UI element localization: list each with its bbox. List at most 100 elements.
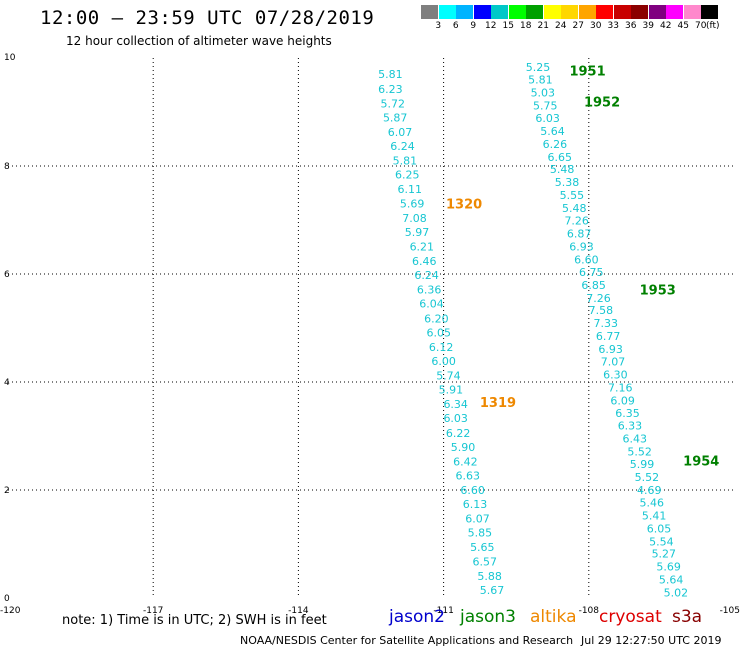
wave-height-label: 5.64: [540, 125, 565, 138]
wave-height-label: 5.91: [439, 384, 464, 397]
wave-height-label: 6.85: [581, 279, 606, 292]
color-swatch: [438, 5, 456, 19]
color-legend-label: 3: [435, 21, 442, 31]
wave-height-label: 6.33: [618, 420, 643, 433]
wave-height-label: 5.48: [550, 163, 575, 176]
wave-height-label: 6.21: [410, 240, 435, 253]
wave-height-label: 5.67: [480, 584, 505, 597]
axis-ticks: -120 -117 -114 -111 -108 -105 0 2 4 6 8 10: [0, 53, 740, 616]
color-swatch: [648, 5, 666, 19]
y-tick-label: 0: [4, 594, 10, 604]
wave-height-label: 6.43: [623, 433, 648, 446]
wave-height-label: 5.87: [383, 111, 408, 124]
wave-height-label: 5.97: [405, 226, 430, 239]
wave-height-label: 7.26: [564, 215, 589, 228]
wave-height-label: 6.93: [598, 343, 623, 356]
wave-height-label: 5.65: [470, 541, 495, 554]
color-legend-label: 42: [660, 21, 672, 31]
mission-label-cryosat: cryosat: [599, 607, 662, 627]
wave-height-label: 6.07: [465, 513, 490, 526]
wave-height-label: 5.72: [381, 97, 406, 110]
mission-label-altika: altika: [530, 607, 577, 627]
wave-height-label: 6.04: [419, 298, 444, 311]
wave-height-label: 6.09: [610, 394, 635, 407]
color-legend-label: 21: [537, 21, 549, 31]
color-legend-label: 45: [677, 21, 689, 31]
wave-height-label: 6.36: [417, 284, 442, 297]
wave-height-points: 5.816.235.725.876.076.245.816.256.115.69…: [378, 61, 688, 599]
pass-time-label: 1953: [640, 284, 676, 299]
color-legend-label: 12: [485, 21, 497, 31]
wave-height-label: 5.90: [451, 441, 476, 454]
wave-height-label: 6.13: [463, 498, 488, 511]
color-swatch: [456, 5, 473, 19]
color-swatch: [578, 5, 596, 19]
pass-time-label: 1954: [683, 454, 719, 469]
color-legend-label: 24: [555, 21, 567, 31]
wave-height-label: 6.77: [596, 330, 621, 343]
wave-height-label: 6.03: [535, 112, 560, 125]
x-tick-label: -108: [579, 606, 600, 616]
wave-height-label: 4.69: [637, 484, 662, 497]
map-grid: [8, 58, 734, 598]
wave-height-label: 6.75: [579, 266, 604, 279]
color-legend-label: 30: [590, 21, 602, 31]
wave-height-label: 6.30: [603, 368, 628, 381]
color-legend-label: 39: [642, 21, 654, 31]
wave-height-label: 5.64: [659, 574, 684, 587]
wave-height-label: 7.16: [608, 381, 633, 394]
wave-height-label: 6.60: [574, 253, 599, 266]
wave-height-label: 5.52: [627, 446, 652, 459]
color-legend-label: 27: [572, 21, 584, 31]
color-legend-label: 9: [470, 21, 477, 31]
wave-height-label: 6.05: [427, 326, 452, 339]
color-legend-label: 33: [607, 21, 619, 31]
color-swatch: [596, 5, 613, 19]
color-swatch: [666, 5, 683, 19]
color-swatch: [701, 5, 718, 19]
wave-height-label: 5.02: [664, 587, 689, 600]
wave-height-label: 5.27: [652, 548, 677, 561]
wave-height-label: 5.69: [656, 561, 681, 574]
wave-height-label: 6.05: [647, 522, 672, 535]
color-legend-label: 18: [520, 21, 532, 31]
wave-height-label: 6.35: [615, 407, 640, 420]
wave-height-label: 6.42: [453, 455, 478, 468]
x-tick-label: -120: [0, 606, 21, 616]
wave-height-label: 6.60: [460, 484, 485, 497]
generated-timestamp: Jul 29 12:27:50 UTC 2019: [581, 634, 722, 647]
wave-height-label: 5.99: [630, 458, 655, 471]
wave-height-label: 6.34: [443, 398, 468, 411]
x-tick-label: -114: [288, 606, 309, 616]
wave-height-label: 6.93: [569, 240, 594, 253]
color-swatch: [561, 5, 578, 19]
wave-height-label: 5.69: [400, 197, 425, 210]
pass-time-label: 1319: [480, 396, 516, 411]
wave-height-label: 6.07: [388, 126, 413, 139]
wave-height-label: 6.87: [567, 228, 592, 241]
wave-height-label: 6.24: [414, 269, 439, 282]
wave-height-label: 6.03: [443, 412, 468, 425]
page-subtitle: 12 hour collection of altimeter wave hei…: [66, 34, 332, 48]
wave-height-label: 6.20: [424, 312, 449, 325]
wave-height-label: 5.46: [639, 496, 664, 509]
color-swatch: [631, 5, 648, 19]
color-legend-unit: (ft): [706, 21, 720, 31]
x-tick-label: -105: [720, 606, 740, 616]
color-swatch: [508, 5, 526, 19]
wave-height-label: 5.54: [649, 535, 674, 548]
color-swatch: [491, 5, 508, 19]
wave-height-label: 6.12: [429, 341, 454, 354]
wave-height-label: 6.46: [412, 255, 437, 268]
page-title: 12:00 – 23:59 UTC 07/28/2019: [40, 7, 375, 29]
color-swatch: [526, 5, 543, 19]
color-swatch: [683, 5, 701, 19]
wave-height-label: 6.26: [543, 138, 568, 151]
mission-label-s3a: s3a: [672, 607, 703, 627]
mission-label-jason2: jason2: [389, 607, 445, 627]
wave-height-label: 5.85: [468, 527, 493, 540]
wave-height-label: 7.08: [402, 212, 427, 225]
wave-height-label: 5.55: [560, 189, 585, 202]
y-tick-label: 4: [4, 378, 10, 388]
